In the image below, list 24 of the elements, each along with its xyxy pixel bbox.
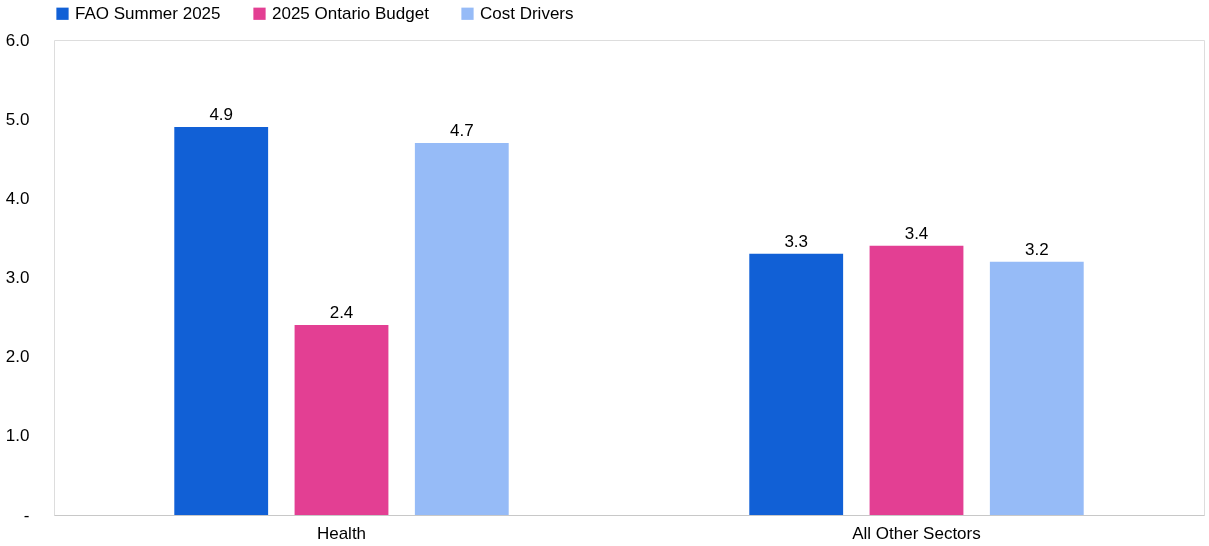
- bar: [869, 245, 964, 515]
- y-tick-label: 1.0: [5, 426, 30, 446]
- y-tick-label: 5.0: [5, 109, 30, 129]
- data-label: 2.4: [329, 303, 354, 322]
- legend-label: Cost Drivers: [480, 3, 574, 23]
- data-label: 3.2: [1024, 239, 1049, 259]
- bar: [174, 127, 269, 515]
- data-label: 3.4: [904, 223, 929, 243]
- data-label: 4.9: [209, 105, 234, 125]
- y-tick-label: 4.0: [5, 188, 30, 208]
- y-tick-label: 6.0: [5, 30, 30, 50]
- bar: [749, 253, 844, 515]
- x-tick-label: All Other Sectors: [852, 523, 981, 543]
- data-label: 4.7: [449, 120, 474, 140]
- x-tick-label: Health: [316, 523, 367, 543]
- bar: [294, 325, 389, 515]
- y-tick-label: 3.0: [5, 268, 30, 287]
- legend-label: 2025 Ontario Budget: [272, 3, 430, 23]
- y-tick-label: 2.0: [5, 347, 30, 367]
- bar: [414, 142, 509, 515]
- bar: [989, 261, 1084, 515]
- legend-label: FAO Summer 2025: [75, 3, 221, 23]
- y-tick-label: -: [23, 505, 30, 525]
- data-label: 3.3: [784, 231, 809, 251]
